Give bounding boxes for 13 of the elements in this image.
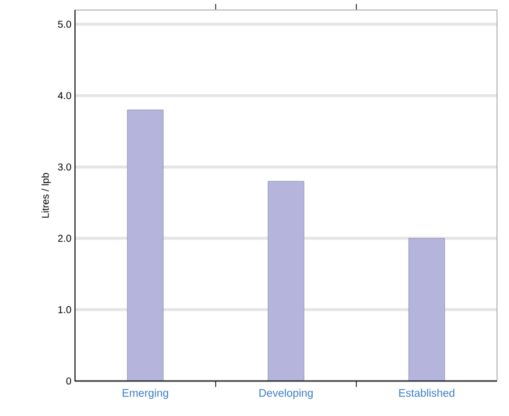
- y-tick-label: 5.0: [58, 20, 72, 28]
- y-tick-label: 1.0: [58, 306, 72, 314]
- bar: [408, 238, 445, 382]
- bar: [268, 181, 304, 382]
- x-tick-label: Emerging: [122, 388, 168, 399]
- y-tick-label: 2.0: [58, 234, 72, 242]
- x-tick-label: Developing: [259, 388, 313, 399]
- y-tick-label: 0: [66, 377, 72, 385]
- y-axis-title: Litres / lpb: [42, 172, 51, 218]
- bar: [127, 110, 164, 382]
- y-tick-label: 3.0: [58, 163, 72, 170]
- y-tick-label: 4.0: [58, 92, 72, 100]
- x-tick-label: Established: [399, 388, 454, 397]
